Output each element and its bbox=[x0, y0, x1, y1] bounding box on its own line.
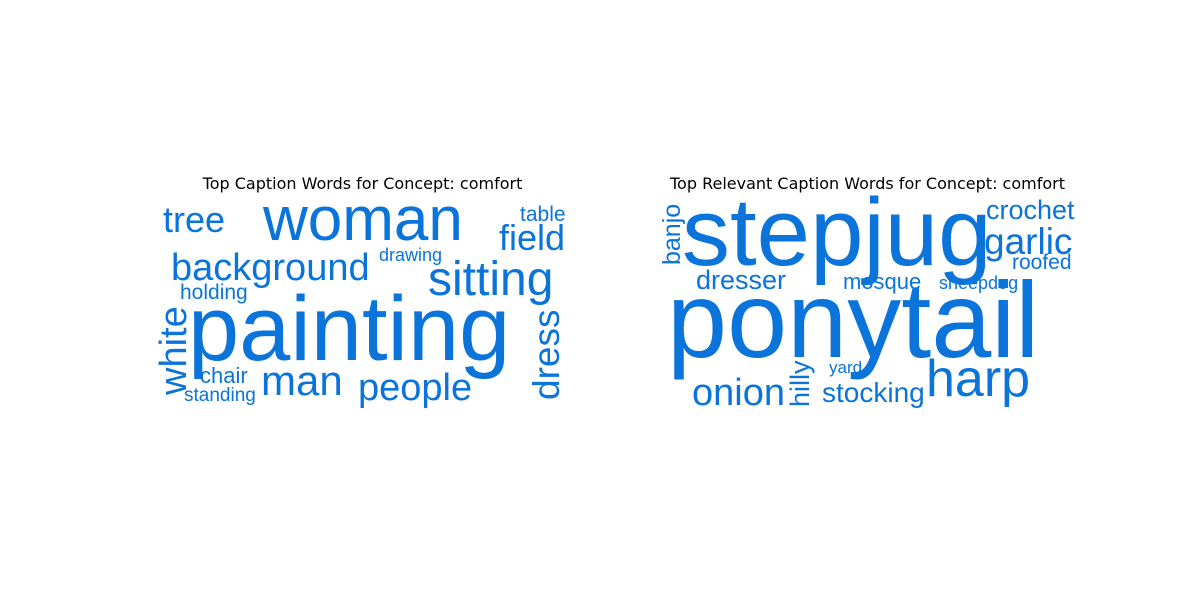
word-people: people bbox=[358, 367, 472, 409]
word-white: white bbox=[153, 306, 195, 396]
word-tree: tree bbox=[163, 199, 225, 240]
wordcloud-panel-caption-words: Top Caption Words for Concept: comfort p… bbox=[150, 170, 575, 420]
word-onion: onion bbox=[692, 372, 785, 414]
word-painting: painting bbox=[188, 278, 510, 380]
chart-title: Top Caption Words for Concept: comfort bbox=[202, 174, 523, 193]
word-roofed: roofed bbox=[1012, 251, 1072, 274]
word-drawing: drawing bbox=[379, 245, 442, 265]
word-background: background bbox=[171, 247, 370, 289]
word-table: table bbox=[520, 203, 566, 226]
word-banjo: banjo bbox=[658, 204, 686, 265]
word-sitting: sitting bbox=[428, 253, 553, 306]
word-sheepdog: sheepdog bbox=[939, 273, 1018, 293]
word-mosque: mosque bbox=[843, 269, 921, 294]
word-ponytail: ponytail bbox=[667, 259, 1039, 380]
word-woman: woman bbox=[262, 185, 463, 254]
word-stocking: stocking bbox=[822, 377, 925, 408]
word-holding: holding bbox=[180, 281, 248, 304]
word-chair: chair bbox=[200, 363, 248, 388]
word-garlic: garlic bbox=[984, 221, 1072, 262]
chart-title: Top Relevant Caption Words for Concept: … bbox=[670, 174, 1065, 193]
word-dress: dress bbox=[526, 310, 567, 400]
wordcloud-panel-relevant-caption-words: Top Relevant Caption Words for Concept: … bbox=[655, 170, 1080, 420]
word-yard: yard bbox=[829, 358, 862, 377]
word-crochet: crochet bbox=[986, 195, 1075, 225]
word-harp: harp bbox=[926, 350, 1030, 408]
word-standing: standing bbox=[184, 385, 256, 406]
word-man: man bbox=[261, 357, 343, 404]
word-field: field bbox=[499, 217, 565, 258]
word-dresser: dresser bbox=[696, 265, 786, 295]
word-hilly: hilly bbox=[785, 360, 815, 407]
word-stepjug: stepjug bbox=[682, 179, 992, 286]
